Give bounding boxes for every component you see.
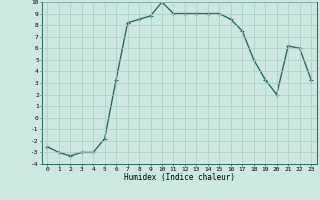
X-axis label: Humidex (Indice chaleur): Humidex (Indice chaleur) xyxy=(124,173,235,182)
